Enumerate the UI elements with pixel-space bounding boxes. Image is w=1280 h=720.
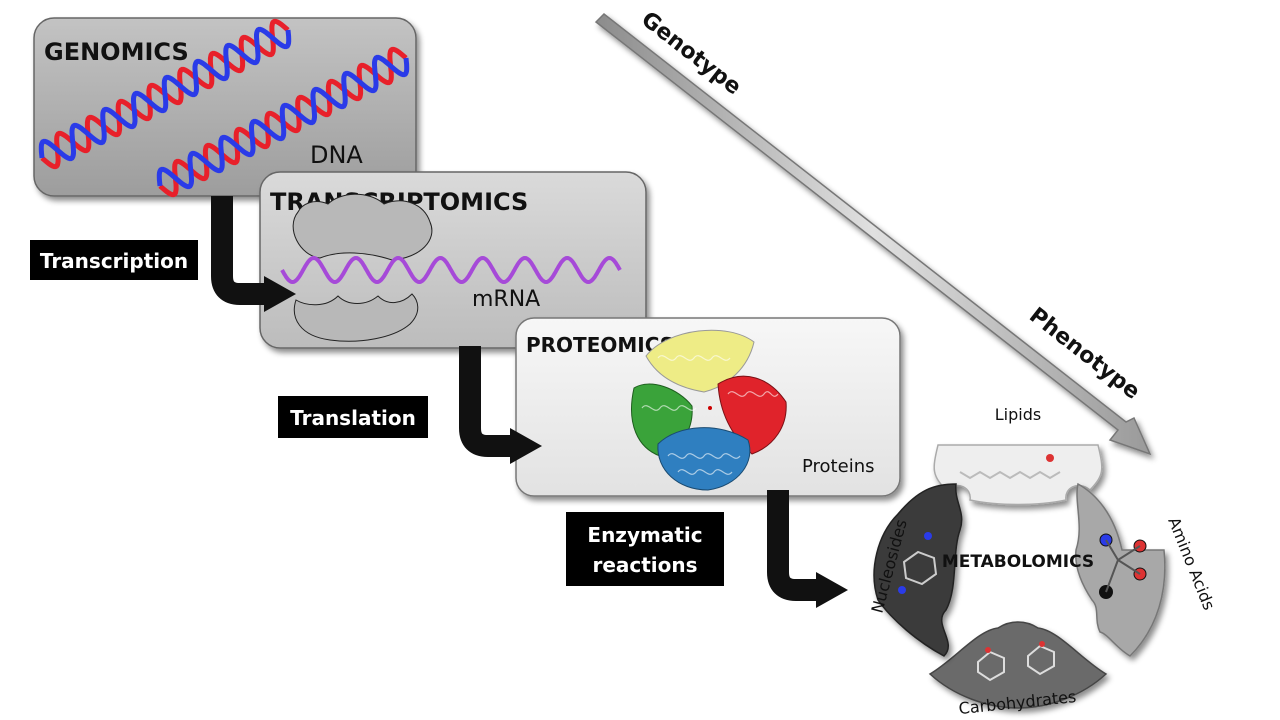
lipids-label: Lipids [995,405,1041,424]
metabolomics-wheel [873,444,1166,709]
enzymatic-reactions-box: Enzymatic reactions [566,512,724,586]
transcription-arrow [211,196,296,312]
nucleosides-piece [873,483,963,657]
amino-acids-label: Amino Acids [1164,514,1218,612]
transcription-box: Transcription [30,240,198,280]
translation-arrow [459,346,542,464]
dna-label: DNA [310,141,363,169]
translation-box: Translation [278,396,428,438]
proteomics-panel: PROTEOMICS Proteins [515,317,901,497]
proteins-label: Proteins [802,456,874,477]
ribosome-icon [292,193,433,342]
genomics-panel: GENOMICS DNA [33,17,417,198]
translation-label: Translation [290,406,416,430]
metabolomics-title: METABOLOMICS [942,552,1094,572]
genotype-phenotype-arrow [594,13,1152,456]
enzymatic-label-line1: Enzymatic [587,523,702,547]
flow-arrows [211,196,848,608]
dna-helix-icon [38,18,410,198]
amino-acids-piece [1075,482,1166,657]
transcription-label: Transcription [40,249,188,273]
carbohydrates-piece [928,621,1108,709]
enzymatic-label-line2: reactions [592,553,697,577]
genomics-title: GENOMICS [44,38,189,66]
enzymatic-arrow [767,490,848,608]
mrna-label: mRNA [472,287,540,312]
mrna-strand-icon [280,255,622,285]
transcriptomics-panel: TRANSCRIPTOMICS mRNA [259,171,647,349]
protein-structure-icon [631,329,787,491]
